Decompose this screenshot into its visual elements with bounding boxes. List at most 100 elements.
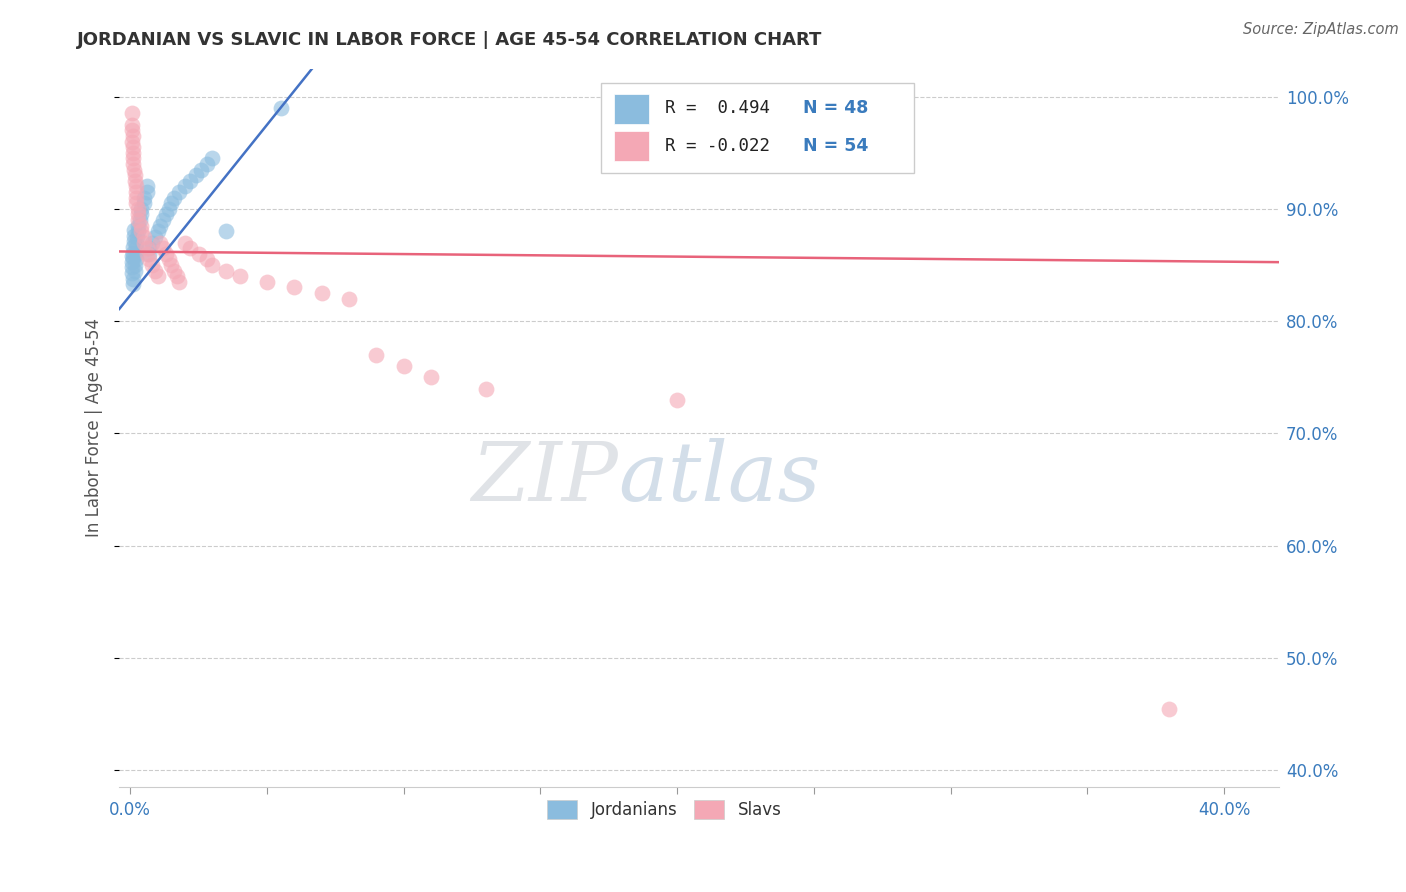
Point: [127, 207, 149, 221]
Point: [125, 235, 148, 250]
Point: [121, 260, 143, 275]
Point: [129, 219, 152, 233]
Point: [270, 101, 292, 115]
Point: [135, 179, 157, 194]
Point: [135, 185, 157, 199]
Point: [129, 207, 152, 221]
Point: [179, 174, 201, 188]
Point: [152, 213, 174, 227]
Point: [160, 196, 183, 211]
Legend: Jordanians, Slavs: Jordanians, Slavs: [541, 793, 787, 826]
Point: [121, 123, 143, 137]
Point: [125, 191, 148, 205]
Point: [129, 202, 152, 216]
Point: [124, 223, 146, 237]
Point: [190, 162, 212, 177]
Point: [146, 224, 169, 238]
Point: [174, 179, 197, 194]
Point: [155, 207, 177, 221]
Point: [215, 224, 238, 238]
Point: [125, 230, 148, 244]
Point: [121, 254, 143, 268]
Point: [124, 258, 146, 272]
Point: [125, 241, 148, 255]
Text: R =  0.494: R = 0.494: [665, 99, 770, 117]
Point: [169, 185, 191, 199]
Point: [1159, 701, 1181, 715]
Point: [121, 106, 143, 120]
Point: [366, 348, 388, 362]
Text: R = -0.022: R = -0.022: [665, 137, 770, 155]
Point: [420, 370, 443, 384]
Point: [135, 247, 157, 261]
Point: [124, 228, 146, 243]
Point: [160, 258, 183, 272]
Point: [187, 247, 209, 261]
Point: [122, 277, 145, 292]
Point: [132, 235, 155, 250]
Point: [143, 263, 166, 277]
Point: [195, 157, 218, 171]
Point: [121, 249, 143, 263]
Point: [125, 247, 148, 261]
Point: [125, 252, 148, 267]
Point: [283, 280, 305, 294]
Point: [122, 128, 145, 143]
Point: [132, 196, 155, 211]
Point: [122, 157, 145, 171]
Point: [122, 152, 145, 166]
Point: [141, 235, 163, 250]
Point: [122, 235, 145, 249]
Point: [666, 392, 689, 407]
Text: JORDANIAN VS SLAVIC IN LABOR FORCE | AGE 45-54 CORRELATION CHART: JORDANIAN VS SLAVIC IN LABOR FORCE | AGE…: [77, 31, 823, 49]
Point: [122, 245, 145, 260]
Point: [215, 263, 238, 277]
Point: [121, 135, 143, 149]
Bar: [614, 131, 650, 161]
Point: [311, 286, 333, 301]
Point: [132, 230, 155, 244]
Point: [201, 152, 224, 166]
Point: [157, 202, 180, 216]
Point: [152, 241, 174, 255]
Point: [149, 219, 172, 233]
Text: Source: ZipAtlas.com: Source: ZipAtlas.com: [1243, 22, 1399, 37]
Text: N = 54: N = 54: [803, 137, 869, 155]
Point: [392, 359, 415, 373]
Point: [184, 168, 207, 182]
Point: [121, 271, 143, 285]
Point: [163, 191, 186, 205]
Text: N = 48: N = 48: [803, 99, 869, 117]
FancyBboxPatch shape: [600, 83, 914, 173]
Point: [122, 252, 145, 266]
Point: [146, 269, 169, 284]
Point: [121, 118, 143, 132]
Point: [163, 263, 186, 277]
Point: [124, 168, 146, 182]
Point: [166, 269, 188, 284]
Point: [128, 213, 150, 227]
Point: [256, 275, 278, 289]
Point: [138, 252, 160, 267]
Point: [127, 219, 149, 233]
Point: [138, 247, 160, 261]
Point: [141, 258, 163, 272]
Text: atlas: atlas: [617, 438, 820, 518]
Point: [155, 247, 177, 261]
Point: [122, 140, 145, 154]
Point: [127, 202, 149, 216]
Bar: [614, 94, 650, 124]
Point: [201, 258, 224, 272]
Text: ZIP: ZIP: [471, 438, 617, 518]
Point: [474, 382, 496, 396]
Point: [138, 241, 160, 255]
Point: [228, 269, 250, 284]
Point: [169, 275, 191, 289]
Point: [337, 292, 360, 306]
Point: [124, 263, 146, 277]
Point: [135, 241, 157, 255]
Point: [127, 213, 149, 227]
Y-axis label: In Labor Force | Age 45-54: In Labor Force | Age 45-54: [86, 318, 103, 537]
Point: [122, 162, 145, 177]
Point: [125, 196, 148, 211]
